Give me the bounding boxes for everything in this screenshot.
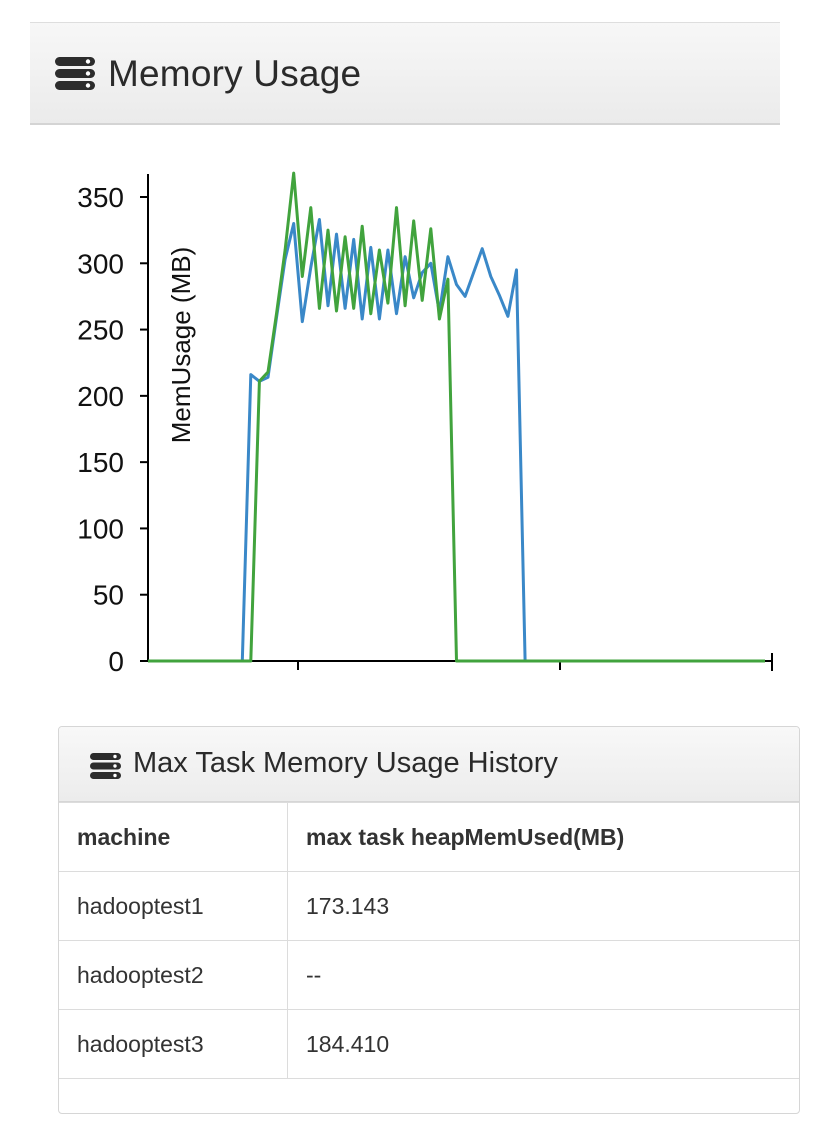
y-tick-label: 100 (77, 513, 124, 544)
max-task-memory-header: Max Task Memory Usage History (59, 727, 799, 802)
machine-cell: hadooptest2 (59, 940, 288, 1010)
memory-usage-chart: 0 50 100 150 200 250 300 350 MemUsage (MB) (77, 171, 773, 677)
heap-mem-cell: 184.410 (287, 1009, 799, 1079)
memory-usage-header: Memory Usage (30, 22, 780, 125)
list-icon (54, 56, 98, 97)
y-tick-label: 300 (77, 248, 124, 279)
column-header-heap-mem: max task heapMemUsed(MB) (287, 802, 799, 872)
machine-cell: hadooptest3 (59, 1009, 288, 1079)
panel-title: Memory Usage (108, 53, 362, 94)
machine-cell: hadooptest1 (59, 871, 288, 941)
y-tick-label: 200 (77, 381, 124, 412)
y-axis-label: MemUsage (MB) (166, 247, 196, 443)
heap-mem-cell: 173.143 (287, 871, 799, 941)
table-row: hadooptest1 173.143 (59, 871, 799, 941)
memory-history-table: machine max task heapMemUsed(MB) hadoopt… (59, 802, 799, 1079)
table-row: hadooptest3 184.410 (59, 1009, 799, 1079)
y-tick-label: 350 (77, 182, 124, 213)
table-row: hadooptest2 -- (59, 940, 799, 1010)
y-tick-label: 50 (93, 580, 124, 611)
table-panel-title: Max Task Memory Usage History (133, 747, 558, 779)
max-task-memory-panel: Max Task Memory Usage History machine ma… (58, 726, 800, 1114)
series-line-2 (148, 171, 765, 663)
y-tick-label: 250 (77, 315, 124, 346)
y-tick-label: 0 (108, 646, 124, 677)
heap-mem-cell: -- (287, 940, 799, 1010)
y-tick-label: 150 (77, 447, 124, 478)
list-icon (89, 752, 123, 785)
table-header-row: machine max task heapMemUsed(MB) (59, 802, 799, 872)
column-header-machine: machine (59, 802, 288, 872)
